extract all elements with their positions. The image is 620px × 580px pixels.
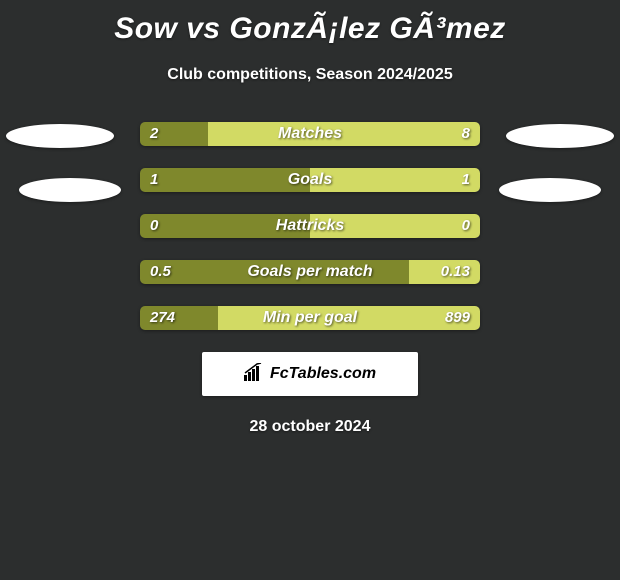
avatar-ellipse [6, 124, 114, 148]
brand-chart-icon [244, 363, 266, 386]
brand-text: FcTables.com [270, 365, 376, 383]
stat-bar-left [140, 168, 310, 192]
stat-value-left: 274 [150, 306, 175, 330]
stat-label: Goals [288, 168, 332, 192]
stat-row: 0 0 Hattricks [140, 214, 480, 238]
avatar-ellipse [506, 124, 614, 148]
stat-value-left: 0 [150, 214, 158, 238]
stat-value-left: 0.5 [150, 260, 171, 284]
stat-bar-right [208, 122, 480, 146]
stat-row: 274 899 Min per goal [140, 306, 480, 330]
page-title: Sow vs GonzÃ¡lez GÃ³mez [0, 0, 620, 46]
stat-value-left: 1 [150, 168, 158, 192]
stat-value-right: 0 [462, 214, 470, 238]
stat-value-right: 0.13 [441, 260, 470, 284]
stat-row: 1 1 Goals [140, 168, 480, 192]
subtitle: Club competitions, Season 2024/2025 [0, 66, 620, 84]
stat-label: Hattricks [276, 214, 344, 238]
stat-row: 2 8 Matches [140, 122, 480, 146]
stats-rows: 2 8 Matches 1 1 Goals 0 0 Hattricks 0.5 0.13 Goals … [0, 122, 620, 330]
stat-bar-right [310, 168, 480, 192]
avatar-ellipse [19, 178, 121, 202]
stat-value-left: 2 [150, 122, 158, 146]
stat-value-right: 8 [462, 122, 470, 146]
brand-box: FcTables.com [202, 352, 418, 396]
stat-label: Matches [278, 122, 342, 146]
stat-row: 0.5 0.13 Goals per match [140, 260, 480, 284]
stat-label: Goals per match [247, 260, 372, 284]
avatar-ellipse [499, 178, 601, 202]
stat-value-right: 1 [462, 168, 470, 192]
stat-label: Min per goal [263, 306, 357, 330]
date-text: 28 october 2024 [0, 418, 620, 436]
stat-value-right: 899 [445, 306, 470, 330]
